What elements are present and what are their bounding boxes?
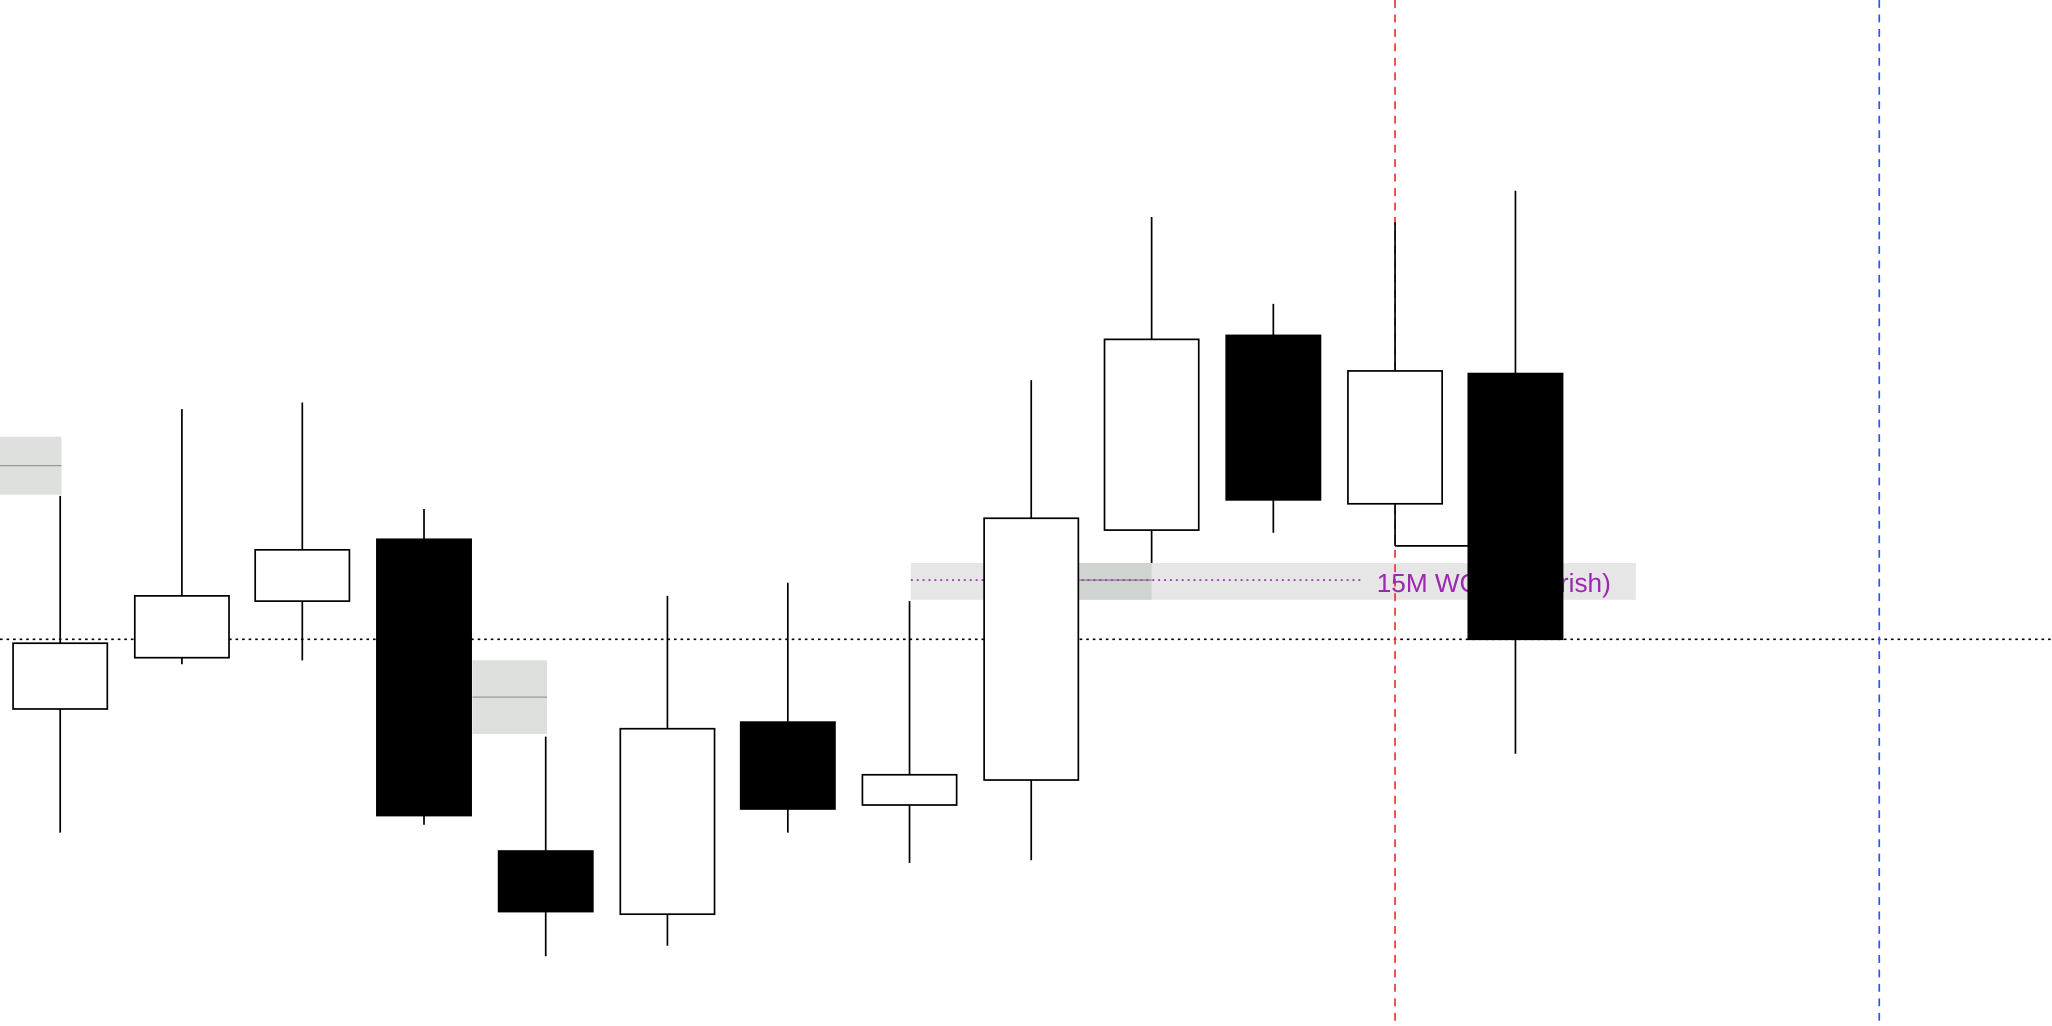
candle-body	[497, 850, 594, 913]
candle	[983, 380, 1080, 861]
candle	[376, 509, 472, 825]
candle-body	[1103, 338, 1200, 531]
candle-body	[739, 721, 836, 810]
candle-body	[12, 642, 109, 710]
candle-body	[254, 548, 351, 602]
candle	[254, 402, 351, 661]
candle-body	[861, 773, 958, 806]
candle	[1103, 217, 1200, 563]
candle	[133, 409, 230, 665]
candle-body	[1225, 334, 1322, 501]
candle	[1225, 303, 1322, 533]
candle-body	[1347, 370, 1444, 505]
candle-body	[133, 595, 230, 659]
candle	[861, 601, 958, 863]
candle	[1347, 222, 1444, 546]
candle-body	[376, 538, 472, 817]
candle-body	[1467, 372, 1564, 641]
candle-body	[983, 517, 1080, 781]
candle	[1467, 190, 1564, 754]
candle-body	[619, 727, 716, 916]
candle	[497, 736, 594, 957]
candle	[619, 595, 716, 946]
candle	[739, 582, 836, 833]
candles-layer	[12, 190, 1564, 957]
candle	[12, 495, 109, 833]
annotation-zone	[1078, 562, 1152, 600]
